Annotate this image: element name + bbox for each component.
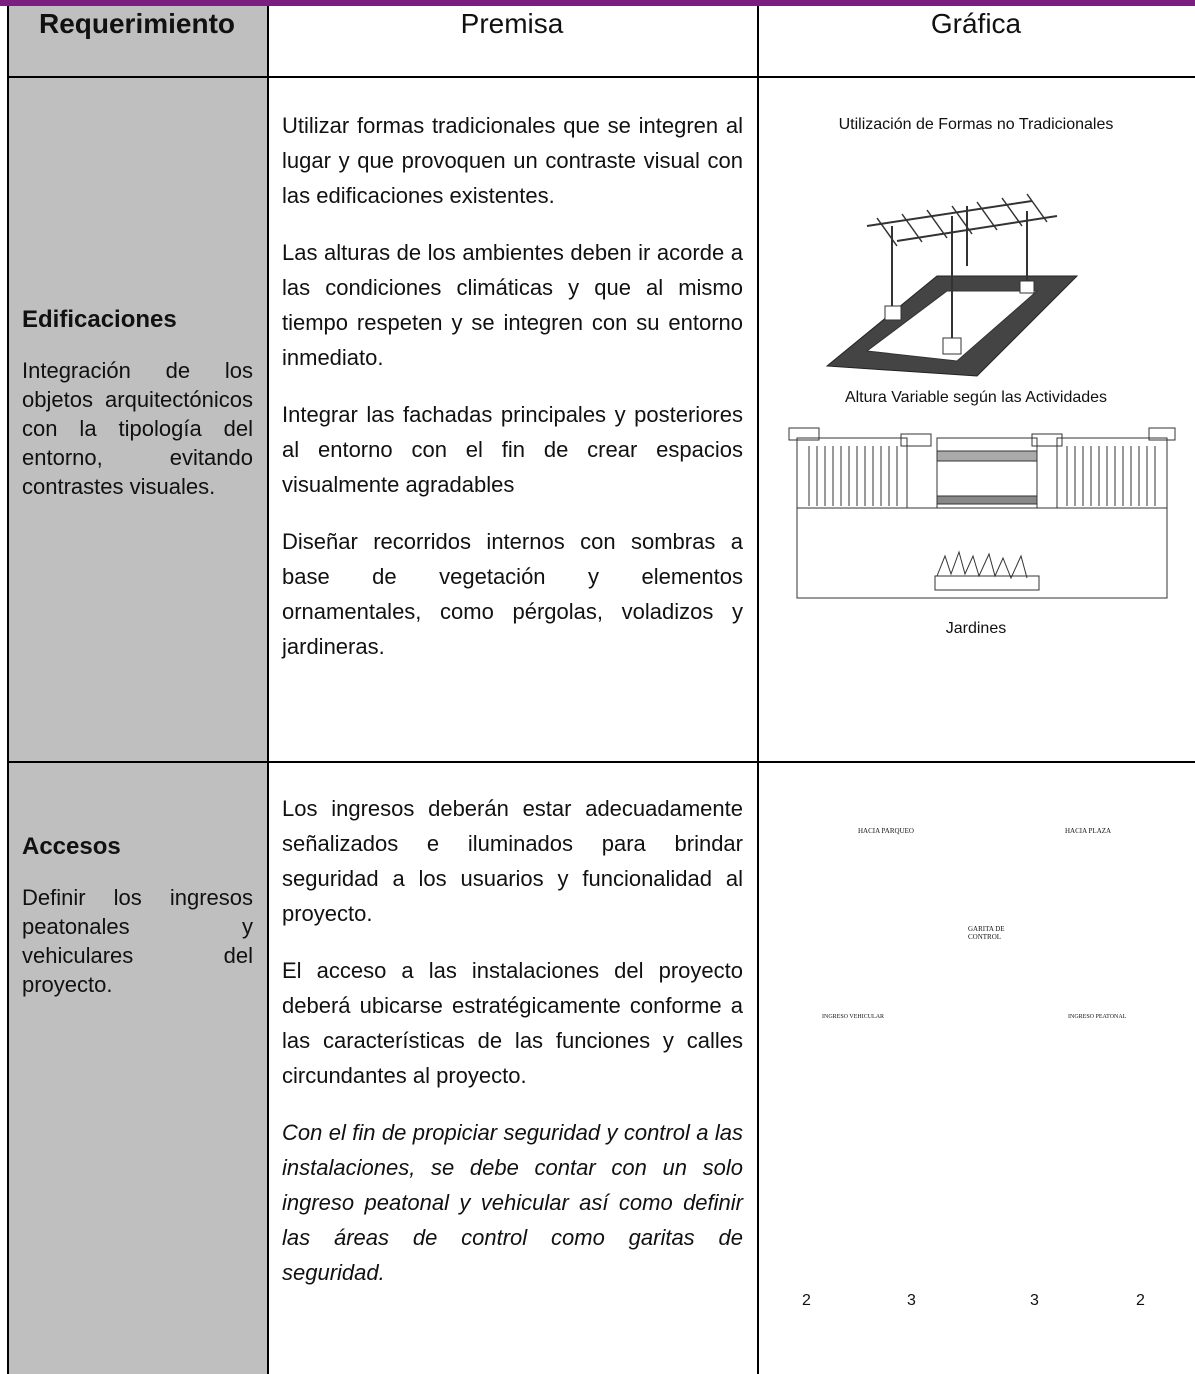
requirement: Accesos Definir los ingresos peatonales … — [22, 833, 253, 999]
premises: Los ingresos deberán estar adecuadamente… — [282, 791, 743, 1312]
drawing-label: INGRESO VEHICULAR — [822, 1014, 885, 1020]
dimension: 2 — [802, 1292, 811, 1309]
dimension: 3 — [907, 1292, 916, 1309]
requirement-description: Definir los ingresos peatonales y vehicu… — [22, 885, 253, 997]
requirement: Edificaciones Integración de los objetos… — [22, 306, 253, 501]
premise: Diseñar recorridos internos con sombras … — [282, 529, 743, 659]
graphic-caption: Altura Variable según las Actividades — [844, 389, 1108, 406]
premises: Utilizar formas tradicionales que se int… — [282, 108, 743, 686]
col-border — [7, 6, 9, 1374]
drawing-label: GARITA DE CONTROL — [968, 925, 1005, 941]
graphic-caption: Utilización de Formas no Tradicionales — [838, 116, 1114, 133]
header-cell: Gráfica — [930, 8, 1022, 39]
dimension: 3 — [1030, 1292, 1039, 1309]
premise: Las alturas de los ambientes deben ir ac… — [282, 240, 743, 370]
header-cell: Requerimiento — [38, 8, 236, 39]
drawing-label: HACIA PLAZA — [1065, 827, 1112, 835]
header-cell: Premisa — [460, 8, 564, 39]
dimension: 2 — [1136, 1292, 1145, 1309]
row-border — [7, 76, 1195, 78]
drawing-label: HACIA PARQUEO — [858, 827, 914, 835]
premise: Los ingresos deberán estar adecuadamente… — [282, 796, 743, 926]
requirement-title: Edificaciones — [22, 306, 177, 333]
illustrations — [788, 193, 1176, 599]
premise: Integrar las fachadas principales y post… — [282, 402, 743, 497]
graphic-caption: Jardines — [945, 620, 1007, 637]
col-border — [757, 6, 759, 1374]
requirement-title: Accesos — [22, 833, 121, 860]
premise: Con el fin de propiciar seguridad y cont… — [282, 1120, 743, 1285]
top-border — [0, 0, 1195, 6]
drawing-label: INGRESO PEATONAL — [1068, 1014, 1127, 1020]
requirement-description: Integración de los objetos arquitectónic… — [22, 358, 253, 499]
premise: El acceso a las instalaciones del proyec… — [282, 958, 743, 1088]
premise: Utilizar formas tradicionales que se int… — [282, 113, 743, 208]
col-border — [267, 6, 269, 1374]
row-border — [7, 761, 1195, 763]
requirement-column — [7, 6, 267, 1374]
